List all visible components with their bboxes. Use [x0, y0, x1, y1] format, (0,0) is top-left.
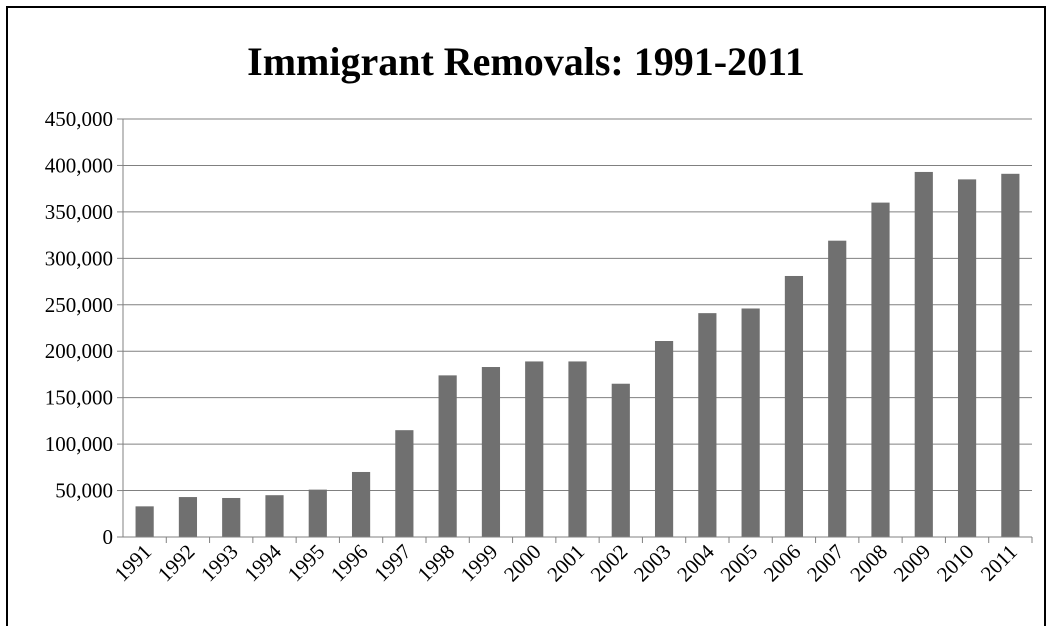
x-tick-label: 2008 — [845, 540, 892, 587]
bar-1996 — [351, 471, 371, 537]
bar-2004 — [698, 313, 717, 537]
x-tick-label: 1997 — [369, 540, 416, 587]
x-tick-label: 2002 — [586, 540, 633, 587]
x-axis-tick-labels: 1991199219931994199519961997199819992000… — [110, 539, 1022, 586]
bar-1994 — [265, 495, 284, 537]
bar-2003 — [654, 341, 674, 537]
bar-1999 — [481, 367, 501, 537]
y-axis-tick-labels: 0 50,000 100,000 150,000 200,000 250,000 300,0… — [45, 107, 113, 549]
x-tick-label: 1996 — [326, 540, 373, 587]
y-tick-label: 350,000 — [45, 200, 113, 224]
bar-2005 — [741, 308, 760, 537]
x-tick-label: 1995 — [283, 540, 330, 587]
x-tick-label: 2000 — [499, 540, 546, 587]
bar-1995 — [308, 489, 327, 537]
x-tick-label: 1999 — [456, 540, 503, 587]
x-tick-label: 1992 — [153, 540, 200, 587]
bars — [135, 171, 1020, 538]
x-tick-label: 1991 — [110, 540, 157, 587]
bar-2010 — [957, 179, 977, 537]
x-tick-label: 2004 — [672, 539, 719, 586]
bar-2009 — [914, 171, 933, 538]
x-tick-label: 2011 — [976, 540, 1022, 586]
x-tick-label: 2005 — [716, 540, 763, 587]
axes — [117, 118, 1033, 543]
x-tick-label: 2009 — [889, 540, 936, 587]
x-tick-label: 1998 — [413, 540, 460, 587]
y-tick-label: 0 — [103, 525, 114, 549]
bar-2006 — [784, 275, 804, 537]
bar-2002 — [611, 383, 630, 537]
x-tick-label: 1994 — [239, 539, 286, 586]
y-tick-label: 450,000 — [45, 107, 113, 131]
x-tick-label: 2010 — [932, 540, 979, 587]
y-tick-label: 200,000 — [45, 339, 113, 363]
bar-1997 — [395, 430, 414, 537]
x-tick-label: 1993 — [196, 540, 243, 587]
x-tick-label: 2006 — [759, 540, 806, 587]
bar-1992 — [178, 497, 198, 537]
bar-2000 — [525, 361, 544, 537]
y-tick-label: 150,000 — [45, 386, 113, 410]
y-tick-label: 300,000 — [45, 246, 113, 270]
x-tick-label: 2007 — [802, 540, 849, 587]
y-tick-label: 50,000 — [55, 479, 113, 503]
bar-2008 — [871, 202, 890, 537]
chart-frame — [6, 6, 1046, 626]
x-tick-label: 2003 — [629, 540, 676, 587]
bar-1998 — [438, 375, 457, 537]
chart-title: Immigrant Removals: 1991-2011 — [247, 39, 805, 84]
bar-1993 — [222, 497, 241, 537]
bar-2001 — [568, 361, 587, 537]
bar-1991 — [135, 506, 154, 537]
y-tick-label: 400,000 — [45, 153, 113, 177]
bar-2007 — [828, 240, 847, 537]
bar-2011 — [1001, 173, 1020, 537]
x-tick-label: 2001 — [542, 540, 589, 587]
y-tick-label: 250,000 — [45, 293, 113, 317]
y-tick-label: 100,000 — [45, 432, 113, 456]
